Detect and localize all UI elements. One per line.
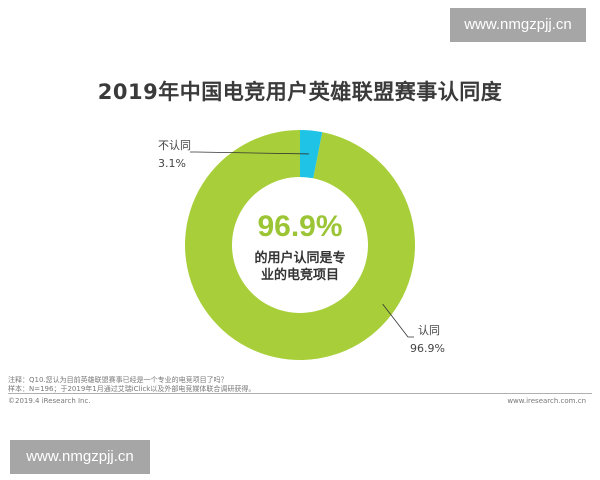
footnotes: 注释：Q10.您认为目前英雄联盟赛事已经是一个专业的电竞项目了吗？ 样本：N=1… — [8, 376, 568, 394]
footer-divider — [8, 393, 592, 394]
footnote-sample: 样本：N=196；于2019年1月通过艾瑞iClick以及外部电竞媒体联合调研获… — [8, 385, 256, 393]
copyright: ©2019.4 iResearch Inc. — [8, 397, 91, 405]
label-agree-name: 认同 — [418, 324, 440, 337]
slice-disagree — [300, 130, 323, 179]
watermark-bottom: www.nmgzpjj.cn — [10, 440, 150, 474]
label-agree-value: 96.9% — [410, 342, 445, 355]
leader-line-agree — [382, 303, 414, 338]
label-disagree-value: 3.1% — [158, 157, 186, 170]
chart-title: 2019年中国电竞用户英雄联盟赛事认同度 — [97, 80, 503, 104]
center-caption: 的用户认同是专 业的电竞项目 — [240, 250, 360, 284]
footnote-question: 注释：Q10.您认为目前英雄联盟赛事已经是一个专业的电竞项目了吗？ — [8, 376, 228, 384]
leader-line-disagree — [190, 151, 309, 155]
center-caption-line-1: 的用户认同是专 — [254, 251, 346, 266]
slice-agree — [184, 130, 416, 360]
source-site: www.iresearch.com.cn — [507, 397, 586, 405]
center-percentage: 96.9% — [257, 210, 343, 243]
label-disagree-name: 不认同 — [158, 139, 191, 152]
center-caption-line-2: 业的电竞项目 — [260, 268, 339, 283]
watermark-top: www.nmgzpjj.cn — [450, 8, 586, 42]
